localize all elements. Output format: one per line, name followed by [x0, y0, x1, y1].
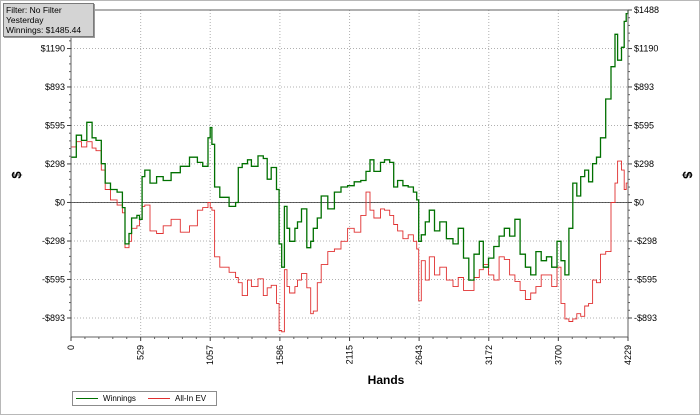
x-tick-label: 3700 — [553, 345, 563, 365]
y-tick-label-left: $298 — [45, 159, 65, 169]
y-tick-label-left: -$595 — [42, 274, 65, 284]
legend-item-allin-ev: All-In EV — [148, 394, 216, 403]
y-tick-label-left: -$893 — [42, 313, 65, 323]
y-tick-label-right: $0 — [634, 197, 644, 207]
x-tick-label: 2643 — [414, 345, 424, 365]
legend-item-winnings: Winnings — [76, 394, 146, 403]
x-tick-label: 2115 — [345, 345, 355, 364]
legend-label-allin-ev: All-In EV — [175, 394, 207, 403]
x-tick-label: 4229 — [623, 345, 633, 365]
y-tick-label-right: -$595 — [634, 274, 657, 284]
x-tick-label: 0 — [66, 345, 76, 350]
y-tick-label-left: $595 — [45, 121, 65, 131]
series-lines — [71, 10, 629, 333]
winnings-total-label: Winnings: $1485.44 — [6, 25, 82, 35]
x-tick-label: 529 — [136, 345, 146, 360]
y-tick-label-right: $298 — [634, 159, 654, 169]
y-tick-label-left: $0 — [55, 197, 65, 207]
chart-legend: Winnings All-In EV — [72, 391, 217, 406]
x-tick-label: 1586 — [275, 345, 285, 365]
y-tick-label-right: $893 — [634, 82, 654, 92]
legend-swatch-winnings — [76, 398, 98, 399]
x-tick-label: 3172 — [484, 345, 494, 365]
y-tick-label-left: $1190 — [41, 44, 65, 54]
y-tick-label-right: -$298 — [634, 236, 657, 246]
series-line-all-in-ev — [71, 141, 629, 333]
x-tick-label: 1057 — [205, 345, 215, 365]
y-axis-labels-left: $1190 $893 $595 $298 $0 -$298 -$595 -$893 — [41, 44, 65, 323]
y-axis-title-left: $ — [9, 171, 24, 179]
y-tick-label-right: $1190 — [634, 44, 658, 54]
x-axis-labels: 0 529 1057 1586 2115 2643 3172 3700 4229 — [66, 345, 633, 365]
filter-label: Filter: No Filter — [6, 5, 62, 15]
x-axis-title: Hands — [368, 373, 405, 387]
y-tick-label-left: $893 — [45, 82, 65, 92]
y-tick-label-right: -$893 — [634, 313, 657, 323]
y-tick-label-left: -$298 — [42, 236, 65, 246]
y-tick-label-right: $595 — [634, 121, 654, 131]
y-axis-labels-right: $1488 $1190 $893 $595 $298 $0 -$298 -$595 -$893 — [634, 5, 659, 323]
period-label: Yesterday — [6, 15, 44, 25]
series-line-winnings — [71, 10, 629, 281]
filter-info-box: Filter: No Filter Yesterday Winnings: $1… — [3, 3, 94, 37]
legend-swatch-allin-ev — [148, 398, 170, 399]
y-axis-title-right: $ — [680, 171, 695, 179]
y-tick-label-right: $1488 — [634, 5, 659, 15]
legend-label-winnings: Winnings — [103, 394, 136, 403]
tick-marks — [67, 9, 632, 341]
